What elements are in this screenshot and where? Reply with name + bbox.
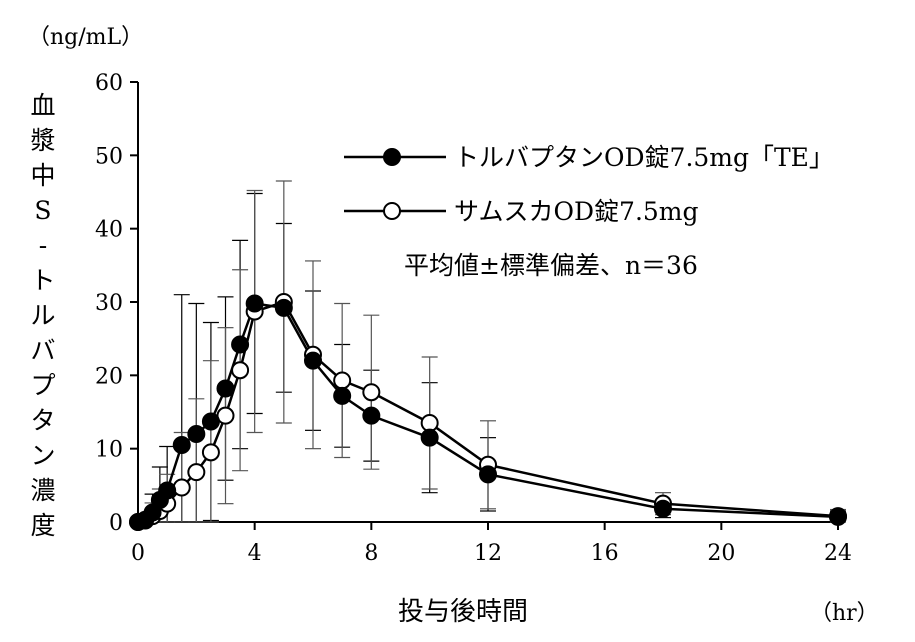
y-tick-label: 0 xyxy=(109,511,123,536)
y-tick-label: 60 xyxy=(95,71,123,96)
y-axis-label-char: 中 xyxy=(30,161,56,190)
legend-marker-open-circle xyxy=(383,202,401,220)
y-axis-label-char: ン xyxy=(30,441,56,470)
data-point-filled xyxy=(231,335,250,354)
data-point-open xyxy=(172,478,191,497)
y-axis-label-char: 漿 xyxy=(30,126,56,155)
y-tick-label: 30 xyxy=(95,291,123,316)
y-axis-label-char: ル xyxy=(30,301,56,330)
data-point-open xyxy=(187,463,206,482)
legend-label-series-1: トルバプタンOD錠7.5mg「TE」 xyxy=(454,143,834,172)
x-tick-label: 0 xyxy=(131,541,145,566)
data-point-filled xyxy=(420,428,439,447)
legend-label-series-2: サムスカOD錠7.5mg xyxy=(454,197,699,226)
y-axis-label-char: プ xyxy=(30,371,56,400)
data-point-open xyxy=(362,383,381,402)
data-point-open xyxy=(231,361,250,380)
x-unit-label: （hr） xyxy=(810,601,879,626)
legend-marker-filled-circle xyxy=(383,148,401,166)
x-tick-label: 8 xyxy=(364,541,378,566)
data-point-filled xyxy=(245,294,264,313)
data-point-filled xyxy=(654,499,672,518)
y-axis-label-char: タ xyxy=(30,406,56,435)
x-tick-label: 20 xyxy=(707,541,735,566)
data-point-filled xyxy=(158,481,177,500)
stats-annotation: 平均値±標準偏差、n＝36 xyxy=(404,251,698,280)
data-point-filled xyxy=(187,425,206,443)
data-point-filled xyxy=(333,386,352,405)
series-markers xyxy=(129,293,847,531)
x-axis-label: 投与後時間 xyxy=(398,597,528,627)
data-point-filled xyxy=(216,379,235,398)
x-tick-label: 4 xyxy=(248,541,262,566)
data-point-filled xyxy=(201,412,220,431)
y-tick-label: 10 xyxy=(95,438,123,463)
y-axis-label-char: 濃 xyxy=(30,476,56,505)
data-point-open xyxy=(420,414,439,432)
data-point-filled xyxy=(304,351,322,370)
legend: トルバプタンOD錠7.5mg「TE」 サムスカOD錠7.5mg 平均値±標準偏差… xyxy=(344,143,834,280)
data-point-open xyxy=(201,443,220,462)
y-axis-label-char: - xyxy=(38,231,48,260)
y-axis-label-char: 度 xyxy=(30,511,56,540)
y-axis-label-char: 血 xyxy=(30,91,56,120)
y-tick-label: 40 xyxy=(95,218,123,243)
data-point-filled xyxy=(172,436,191,454)
y-axis-label-char: S xyxy=(34,196,52,225)
x-tick-label: 12 xyxy=(474,541,502,566)
x-tick-label: 16 xyxy=(591,541,619,566)
x-tick-label: 24 xyxy=(824,541,852,566)
y-unit-label: （ng/mL） xyxy=(28,25,143,50)
y-tick-label: 50 xyxy=(95,144,123,169)
y-axis-label-char: バ xyxy=(30,336,56,365)
data-point-filled xyxy=(829,507,847,526)
y-ticks: 0 10 20 30 40 50 60 xyxy=(95,71,138,536)
y-tick-label: 20 xyxy=(95,364,123,389)
data-point-filled xyxy=(479,465,497,484)
x-ticks: 0 4 8 12 16 20 24 xyxy=(131,522,852,566)
data-point-open xyxy=(333,371,352,390)
data-point-filled xyxy=(274,298,293,317)
data-point-filled xyxy=(362,406,381,425)
y-axis-label-char: ト xyxy=(30,266,56,295)
